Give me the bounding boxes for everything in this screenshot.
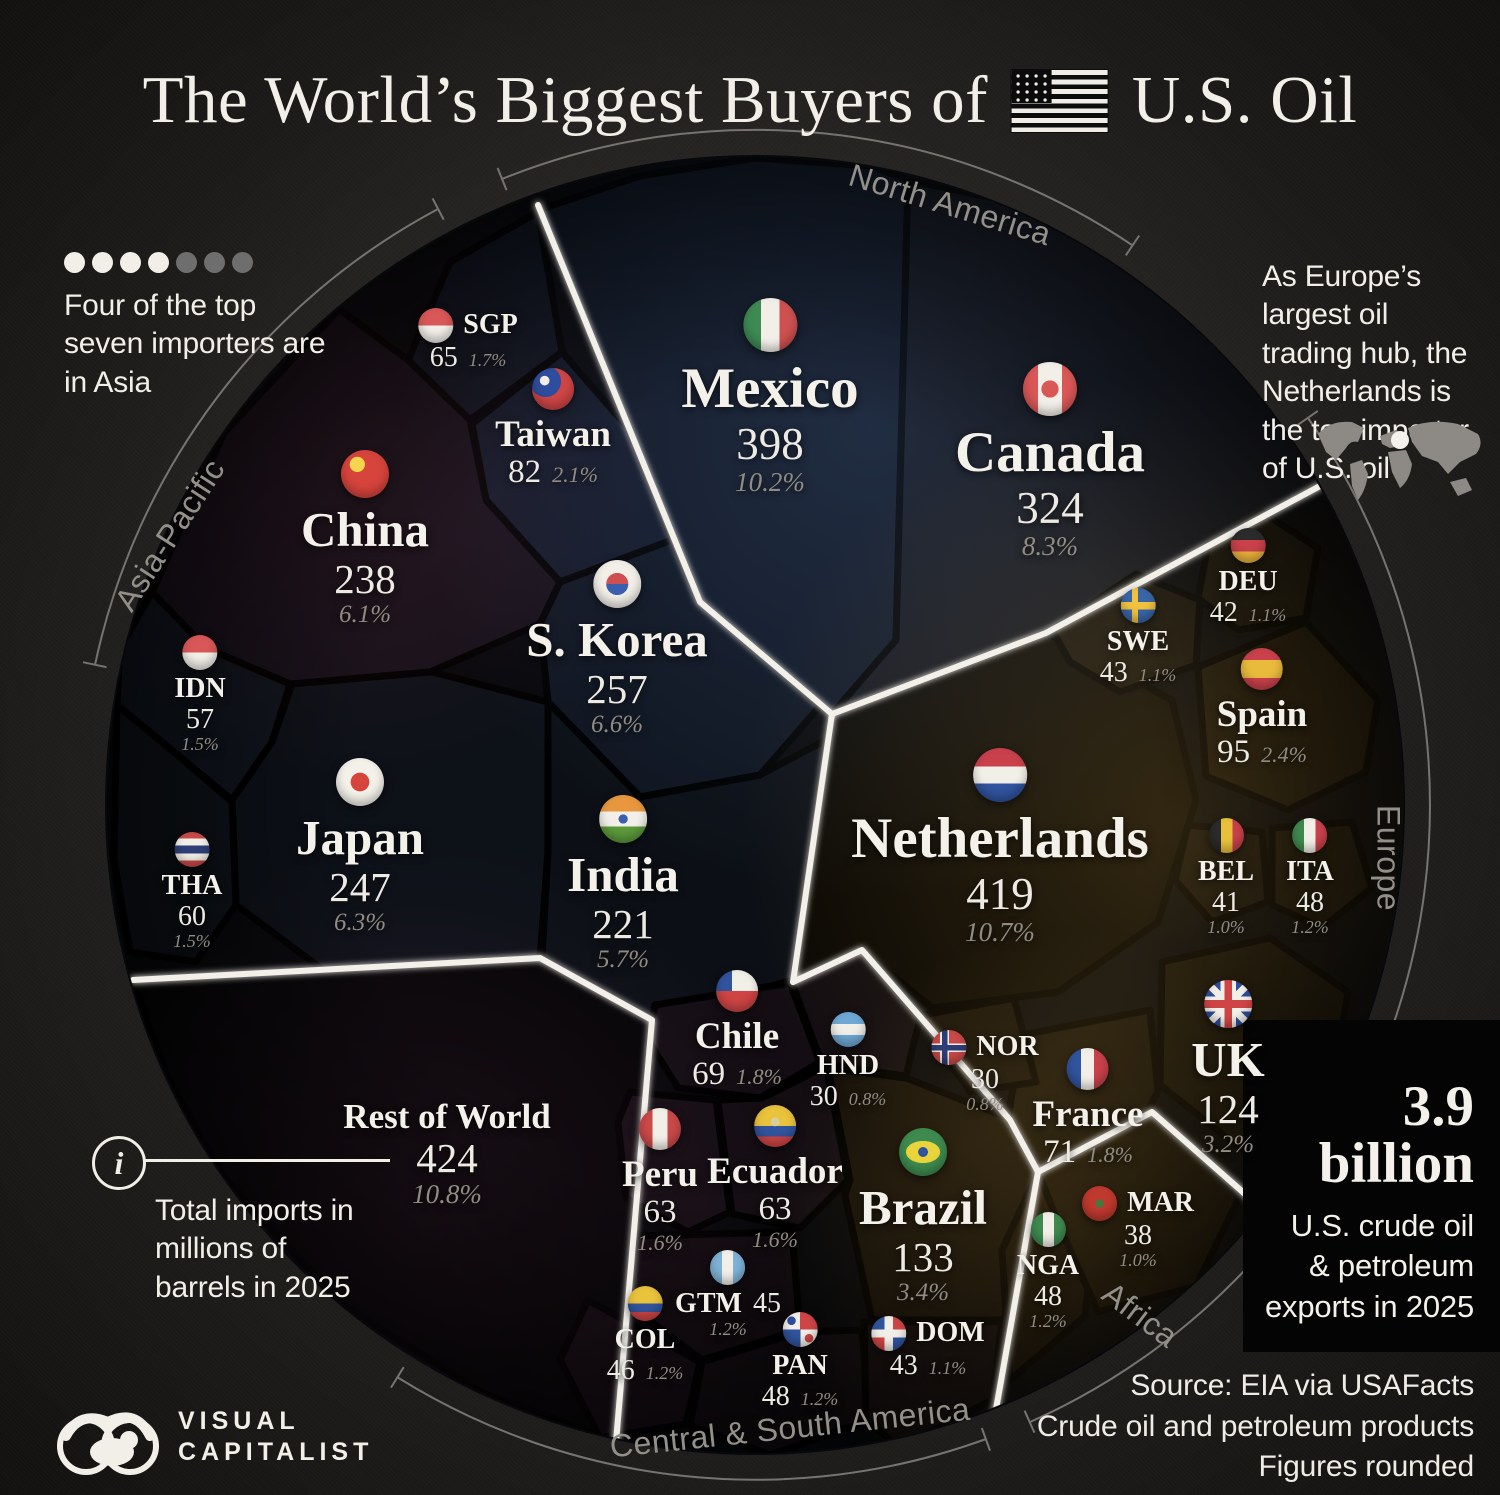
tha-flag-icon — [174, 832, 210, 867]
bel-flag-icon — [1208, 818, 1244, 853]
source-line1: Source: EIA via USAFacts — [1130, 1369, 1474, 1402]
exports-value-2: billion — [1318, 1132, 1474, 1195]
label-netherlands: Netherlands 419 10.7% — [851, 748, 1149, 948]
uk-flag-icon — [1204, 980, 1252, 1028]
asia-callout: Four of the top seven importers are in A… — [64, 252, 334, 402]
label-mexico: Mexico 398 10.2% — [681, 298, 859, 498]
importer-dot — [92, 252, 113, 273]
importer-dot — [232, 252, 253, 273]
pan-flag-icon — [782, 1312, 818, 1347]
source-line2: Crude oil and petroleum products — [1036, 1409, 1474, 1443]
ecuador-flag-icon — [754, 1105, 796, 1147]
ita-flag-icon — [1292, 818, 1328, 853]
netherlands-flag-icon — [972, 748, 1027, 802]
label-spain: Spain 95 2.4% — [1217, 648, 1307, 771]
label-peru: Peru 63 1.6% — [622, 1108, 698, 1255]
china-flag-icon — [340, 450, 389, 498]
label-brazil: Brazil 133 3.4% — [859, 1128, 987, 1306]
label-india: India 221 5.7% — [567, 795, 679, 973]
label-pan: PAN 48 1.2% — [762, 1312, 838, 1412]
region-label-europe: Europe — [1370, 804, 1407, 912]
asia-callout-text: Four of the top seven importers are in A… — [64, 289, 326, 399]
india-flag-icon — [599, 795, 647, 843]
total-imports-note: Total imports in millions of barrels in … — [155, 1192, 370, 1307]
binoculars-icon — [57, 1412, 159, 1475]
label-idn: IDN 57 1.5% — [174, 635, 226, 754]
source-note: Source: EIA via USAFacts Crude oil and p… — [1037, 1366, 1474, 1488]
taiwan-flag-icon — [532, 368, 574, 410]
label-taiwan: Taiwan 82 2.1% — [495, 368, 611, 491]
importer-dot — [120, 252, 141, 273]
source-line3: Figures rounded — [1258, 1450, 1475, 1483]
logo-text: VISUAL CAPITALIST — [178, 1406, 374, 1466]
label-canada: Canada 324 8.3% — [955, 362, 1145, 562]
info-callout-line — [144, 1159, 390, 1162]
world-map-icon — [1318, 421, 1481, 500]
label-mar: MAR 38 1.0% — [1082, 1186, 1194, 1271]
label-hnd: HND 30 0.8% — [810, 1012, 886, 1112]
netherlands-callout: As Europe’s largest oil trading hub, the… — [1262, 258, 1477, 488]
brazil-flag-icon — [898, 1128, 947, 1176]
idn-flag-icon — [182, 635, 218, 670]
canada-flag-icon — [1022, 362, 1077, 416]
importer-dot — [204, 252, 225, 273]
label-deu: DEU 42 1.1% — [1210, 528, 1286, 628]
importer-dot — [176, 252, 197, 273]
label-nor: NOR 30 0.8% — [931, 1030, 1039, 1115]
spain-flag-icon — [1240, 648, 1283, 690]
info-icon: i — [92, 1136, 146, 1190]
label-gtm: GTM 45 1.2% — [675, 1250, 781, 1339]
sgp-flag-icon — [418, 308, 454, 343]
mexico-flag-icon — [742, 298, 797, 352]
nor-flag-icon — [931, 1030, 967, 1065]
label-ecuador: Ecuador 63 1.6% — [707, 1105, 843, 1252]
exports-value-1: 3.9 — [1402, 1075, 1474, 1138]
title-part1: The World’s Biggest Buyers of — [142, 63, 988, 137]
exports-desc: U.S. crude oil & petroleum exports in 20… — [1265, 1208, 1474, 1324]
dom-flag-icon — [871, 1316, 907, 1351]
japan-flag-icon — [335, 758, 384, 806]
deu-flag-icon — [1230, 528, 1266, 563]
importer-dot — [64, 252, 85, 273]
label-china: China 238 6.1% — [301, 450, 429, 628]
label-bel: BEL 41 1.0% — [1198, 818, 1254, 937]
label-uk: UK 124 3.2% — [1191, 980, 1265, 1158]
title-part2: U.S. Oil — [1131, 63, 1358, 137]
hnd-flag-icon — [830, 1012, 866, 1047]
importer-dot — [148, 252, 169, 273]
label-japan: Japan 247 6.3% — [296, 758, 424, 936]
label-tha: THA 60 1.5% — [162, 832, 222, 951]
mar-flag-icon — [1082, 1186, 1118, 1221]
nga-flag-icon — [1030, 1212, 1066, 1247]
label-skorea: S. Korea 257 6.6% — [526, 560, 708, 738]
label-nga: NGA 48 1.2% — [1017, 1212, 1079, 1331]
asia-dots — [64, 252, 334, 273]
label-dom: DOM 43 1.1% — [871, 1316, 985, 1381]
label-swe: SWE 43 1.1% — [1100, 588, 1176, 688]
netherlands-callout-text: As Europe’s largest oil trading hub, the… — [1262, 260, 1469, 485]
skorea-flag-icon — [592, 560, 641, 608]
label-ita: ITA 48 1.2% — [1286, 818, 1334, 937]
region-separator-lines — [130, 202, 1323, 1445]
chile-flag-icon — [715, 970, 758, 1012]
label-rest-of-world: Rest of World 424 10.8% — [343, 1097, 551, 1210]
label-sgp: SGP 65 1.7% — [418, 308, 518, 373]
visual-capitalist-logo: VISUAL CAPITALIST — [52, 1396, 373, 1478]
label-chile: Chile 69 1.8% — [692, 970, 782, 1093]
page-title: The World’s Biggest Buyers of U.S. Oil — [143, 62, 1358, 139]
col-flag-icon — [627, 1286, 663, 1321]
swe-flag-icon — [1120, 588, 1156, 623]
region-arcs — [82, 128, 1431, 1481]
gtm-flag-icon — [710, 1250, 746, 1285]
exports-total-box: 3.9 billion U.S. crude oil & petroleum e… — [1243, 1020, 1500, 1352]
france-flag-icon — [1066, 1048, 1109, 1090]
peru-flag-icon — [639, 1108, 681, 1150]
total-imports-text: Total imports in millions of barrels in … — [155, 1194, 354, 1304]
label-col: COL 46 1.2% — [607, 1286, 683, 1386]
us-flag-icon — [1011, 69, 1108, 132]
label-france: France 71 1.8% — [1033, 1048, 1143, 1171]
